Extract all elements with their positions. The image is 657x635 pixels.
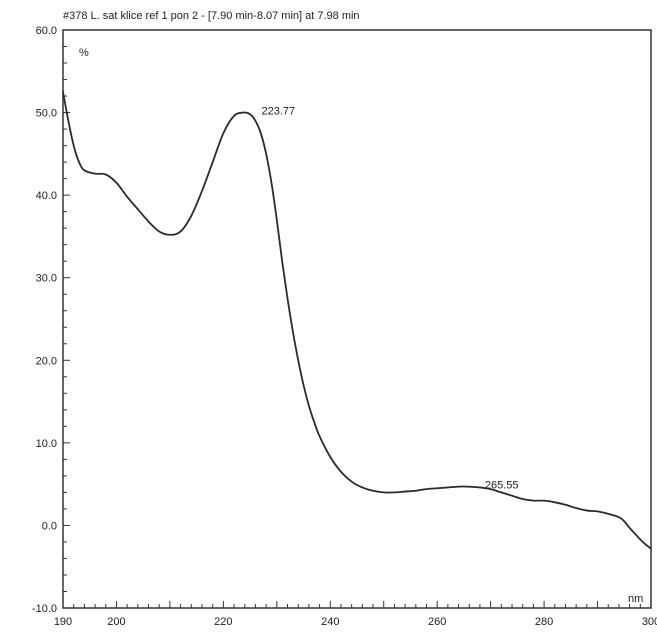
chart-title: #378 L. sat klice ref 1 pon 2 - [7.90 mi…: [63, 10, 360, 22]
x-tick-label: 280: [535, 616, 553, 628]
y-tick-label: 60.0: [36, 25, 57, 37]
series-line: [62, 91, 652, 550]
peak-label: 223.77: [262, 106, 296, 118]
peak-label: 265.55: [485, 480, 519, 492]
y-tick-label: 20.0: [36, 355, 57, 367]
y-tick-label: 30.0: [36, 273, 57, 285]
x-unit-label: nm: [628, 593, 643, 605]
x-tick-label: 300: [642, 616, 657, 628]
x-tick-label: 260: [428, 616, 446, 628]
x-tick-label: 200: [107, 616, 125, 628]
plot-frame: [62, 29, 652, 609]
y-tick-label: 50.0: [36, 108, 57, 120]
x-tick-label: 190: [54, 616, 72, 628]
y-tick-label: 40.0: [36, 190, 57, 202]
peak-labels: 223.77 265.55: [262, 106, 519, 492]
y-tick-label: 10.0: [36, 438, 57, 450]
x-tick-label: 220: [214, 616, 232, 628]
x-tick-label: 240: [321, 616, 339, 628]
y-tick-label: 0.0: [42, 520, 57, 532]
y-tick-label: -10.0: [32, 603, 57, 615]
y-unit-label: %: [79, 47, 89, 59]
